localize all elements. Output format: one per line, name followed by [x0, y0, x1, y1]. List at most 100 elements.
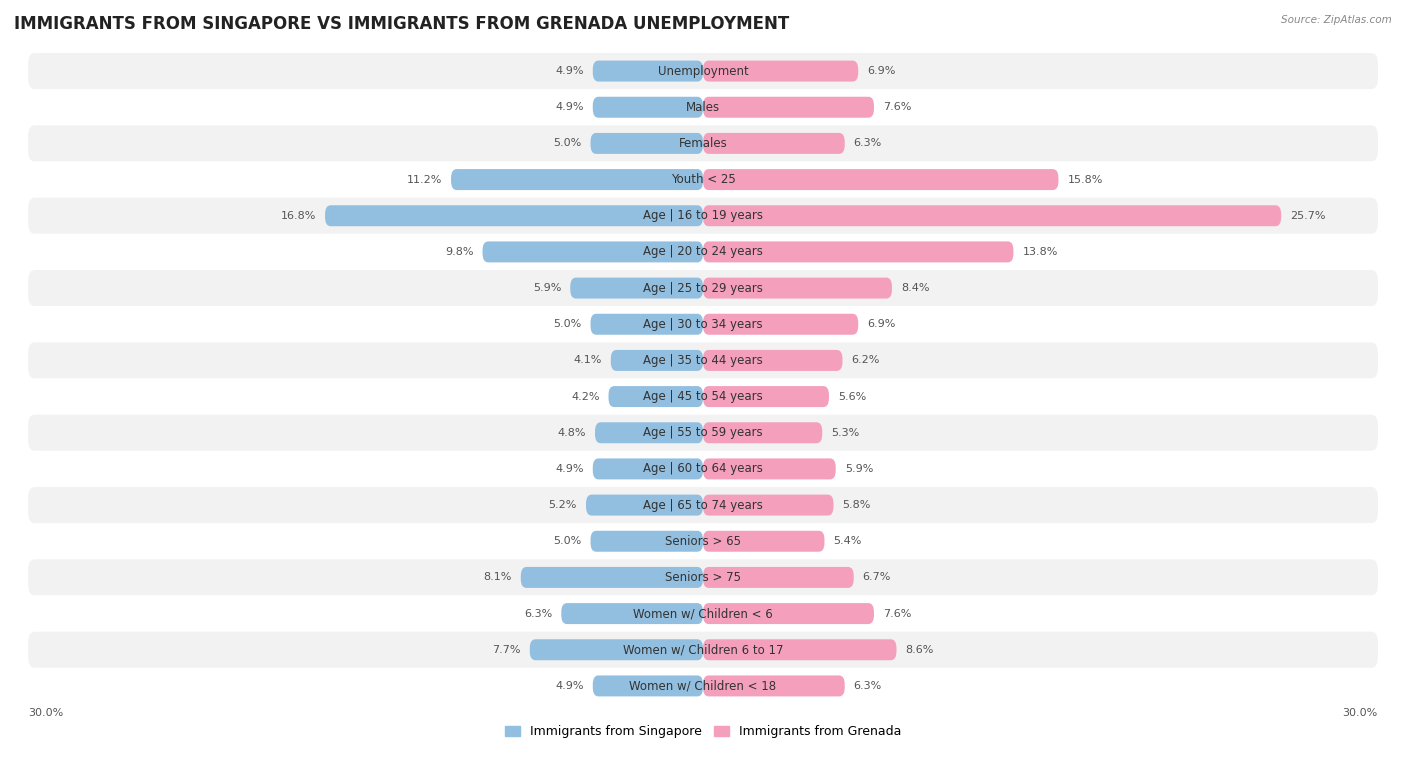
- FancyBboxPatch shape: [28, 198, 1378, 234]
- Text: Females: Females: [679, 137, 727, 150]
- Text: 5.0%: 5.0%: [554, 536, 582, 547]
- Text: 5.4%: 5.4%: [834, 536, 862, 547]
- FancyBboxPatch shape: [482, 241, 703, 263]
- FancyBboxPatch shape: [703, 567, 853, 588]
- Text: 6.2%: 6.2%: [852, 356, 880, 366]
- Text: 30.0%: 30.0%: [1343, 708, 1378, 718]
- FancyBboxPatch shape: [561, 603, 703, 624]
- Text: Age | 20 to 24 years: Age | 20 to 24 years: [643, 245, 763, 258]
- Text: 7.6%: 7.6%: [883, 609, 911, 618]
- FancyBboxPatch shape: [28, 631, 1378, 668]
- Text: 6.3%: 6.3%: [524, 609, 553, 618]
- FancyBboxPatch shape: [28, 234, 1378, 270]
- Text: 6.7%: 6.7%: [863, 572, 891, 582]
- FancyBboxPatch shape: [530, 639, 703, 660]
- FancyBboxPatch shape: [28, 342, 1378, 378]
- FancyBboxPatch shape: [703, 350, 842, 371]
- Text: 6.9%: 6.9%: [868, 319, 896, 329]
- Text: 7.6%: 7.6%: [883, 102, 911, 112]
- FancyBboxPatch shape: [703, 494, 834, 516]
- FancyBboxPatch shape: [610, 350, 703, 371]
- FancyBboxPatch shape: [703, 459, 835, 479]
- Text: Women w/ Children < 6: Women w/ Children < 6: [633, 607, 773, 620]
- FancyBboxPatch shape: [451, 169, 703, 190]
- Text: 4.1%: 4.1%: [574, 356, 602, 366]
- FancyBboxPatch shape: [703, 313, 858, 335]
- FancyBboxPatch shape: [28, 596, 1378, 631]
- FancyBboxPatch shape: [28, 487, 1378, 523]
- Text: 4.8%: 4.8%: [558, 428, 586, 438]
- Text: Males: Males: [686, 101, 720, 114]
- FancyBboxPatch shape: [703, 603, 875, 624]
- FancyBboxPatch shape: [593, 675, 703, 696]
- FancyBboxPatch shape: [593, 61, 703, 82]
- FancyBboxPatch shape: [28, 668, 1378, 704]
- Text: 4.2%: 4.2%: [571, 391, 599, 401]
- FancyBboxPatch shape: [520, 567, 703, 588]
- Text: Seniors > 65: Seniors > 65: [665, 534, 741, 548]
- FancyBboxPatch shape: [593, 459, 703, 479]
- FancyBboxPatch shape: [703, 386, 830, 407]
- Text: Age | 16 to 19 years: Age | 16 to 19 years: [643, 209, 763, 223]
- Text: Age | 30 to 34 years: Age | 30 to 34 years: [643, 318, 763, 331]
- FancyBboxPatch shape: [28, 161, 1378, 198]
- Text: 4.9%: 4.9%: [555, 681, 583, 691]
- FancyBboxPatch shape: [595, 422, 703, 444]
- Text: 4.9%: 4.9%: [555, 102, 583, 112]
- FancyBboxPatch shape: [28, 378, 1378, 415]
- Text: Source: ZipAtlas.com: Source: ZipAtlas.com: [1281, 15, 1392, 25]
- Text: Seniors > 75: Seniors > 75: [665, 571, 741, 584]
- FancyBboxPatch shape: [28, 451, 1378, 487]
- Text: Age | 65 to 74 years: Age | 65 to 74 years: [643, 499, 763, 512]
- Text: 4.9%: 4.9%: [555, 464, 583, 474]
- Text: 9.8%: 9.8%: [446, 247, 474, 257]
- Text: 5.9%: 5.9%: [845, 464, 873, 474]
- Text: 6.3%: 6.3%: [853, 139, 882, 148]
- FancyBboxPatch shape: [28, 523, 1378, 559]
- Text: 6.3%: 6.3%: [853, 681, 882, 691]
- FancyBboxPatch shape: [591, 313, 703, 335]
- Legend: Immigrants from Singapore, Immigrants from Grenada: Immigrants from Singapore, Immigrants fr…: [499, 721, 907, 743]
- FancyBboxPatch shape: [28, 306, 1378, 342]
- Text: 6.9%: 6.9%: [868, 66, 896, 76]
- Text: Age | 60 to 64 years: Age | 60 to 64 years: [643, 463, 763, 475]
- Text: 5.0%: 5.0%: [554, 139, 582, 148]
- Text: 5.8%: 5.8%: [842, 500, 870, 510]
- FancyBboxPatch shape: [703, 97, 875, 118]
- FancyBboxPatch shape: [28, 559, 1378, 596]
- Text: 11.2%: 11.2%: [406, 175, 441, 185]
- Text: 16.8%: 16.8%: [281, 210, 316, 221]
- Text: 7.7%: 7.7%: [492, 645, 520, 655]
- FancyBboxPatch shape: [703, 133, 845, 154]
- Text: Unemployment: Unemployment: [658, 64, 748, 77]
- FancyBboxPatch shape: [703, 639, 897, 660]
- Text: Women w/ Children 6 to 17: Women w/ Children 6 to 17: [623, 643, 783, 656]
- FancyBboxPatch shape: [703, 205, 1281, 226]
- Text: IMMIGRANTS FROM SINGAPORE VS IMMIGRANTS FROM GRENADA UNEMPLOYMENT: IMMIGRANTS FROM SINGAPORE VS IMMIGRANTS …: [14, 15, 789, 33]
- FancyBboxPatch shape: [28, 53, 1378, 89]
- Text: 8.1%: 8.1%: [484, 572, 512, 582]
- FancyBboxPatch shape: [703, 531, 824, 552]
- FancyBboxPatch shape: [28, 126, 1378, 161]
- Text: 13.8%: 13.8%: [1022, 247, 1057, 257]
- Text: 15.8%: 15.8%: [1067, 175, 1102, 185]
- FancyBboxPatch shape: [703, 61, 858, 82]
- FancyBboxPatch shape: [703, 422, 823, 444]
- Text: Youth < 25: Youth < 25: [671, 173, 735, 186]
- FancyBboxPatch shape: [593, 97, 703, 118]
- Text: 5.2%: 5.2%: [548, 500, 576, 510]
- FancyBboxPatch shape: [325, 205, 703, 226]
- Text: 8.6%: 8.6%: [905, 645, 934, 655]
- FancyBboxPatch shape: [703, 278, 891, 298]
- Text: 5.6%: 5.6%: [838, 391, 866, 401]
- Text: 4.9%: 4.9%: [555, 66, 583, 76]
- FancyBboxPatch shape: [571, 278, 703, 298]
- Text: 8.4%: 8.4%: [901, 283, 929, 293]
- FancyBboxPatch shape: [591, 531, 703, 552]
- Text: Age | 55 to 59 years: Age | 55 to 59 years: [643, 426, 763, 439]
- Text: Age | 25 to 29 years: Age | 25 to 29 years: [643, 282, 763, 294]
- Text: 5.9%: 5.9%: [533, 283, 561, 293]
- FancyBboxPatch shape: [609, 386, 703, 407]
- Text: Age | 35 to 44 years: Age | 35 to 44 years: [643, 354, 763, 367]
- FancyBboxPatch shape: [28, 270, 1378, 306]
